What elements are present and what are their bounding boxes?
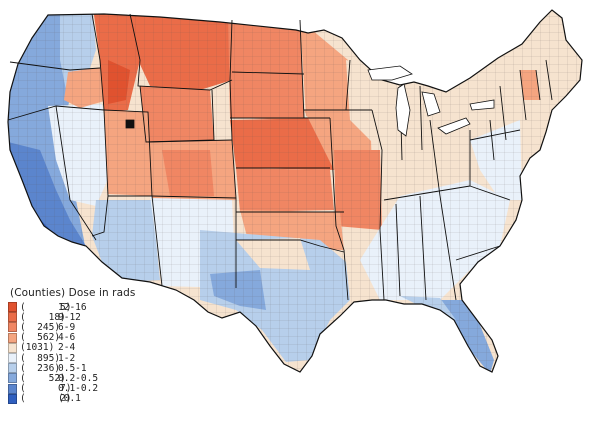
- legend-swatch: [8, 312, 17, 323]
- legend-item: ( 245) 6-9: [8, 321, 178, 333]
- legend-item: ( 18) 9-12: [8, 311, 178, 323]
- legend-swatch: [8, 363, 17, 374]
- great-salt-lake: [125, 119, 135, 129]
- legend-swatch: [8, 332, 17, 343]
- legend-count: (1031): [20, 342, 55, 354]
- legend-item: ( 562) 4-6: [8, 332, 178, 344]
- legend-count: ( 245): [20, 321, 61, 333]
- legend-swatch: [8, 373, 17, 384]
- legend-range: 9-12: [58, 311, 81, 323]
- legend-count: ( 562): [20, 332, 61, 344]
- lake-michigan: [395, 83, 411, 137]
- lake-ontario: [469, 99, 495, 111]
- legend-range: 6-9: [58, 321, 76, 333]
- lake-erie: [437, 117, 471, 135]
- legend-range: 12-16: [58, 301, 87, 313]
- state-borders: [7, 9, 583, 373]
- legend-swatch: [8, 353, 17, 364]
- lake-superior: [367, 65, 413, 81]
- legend-swatch: [8, 393, 17, 404]
- legend-item: ( 52) 0.2-0.5: [8, 372, 178, 384]
- legend-range: (0.1: [58, 393, 81, 405]
- legend-title: (Counties) Dose in rads: [10, 287, 136, 299]
- legend-range: 0.5-1: [58, 362, 87, 374]
- great-lakes: [125, 65, 495, 137]
- legend-item: ( 236) 0.5-1: [8, 362, 178, 374]
- legend-item: ( 895) 1-2: [8, 352, 178, 364]
- legend-item: ( 7) 0.1-0.2: [8, 383, 178, 395]
- legend-swatch: [8, 383, 17, 394]
- legend-swatch: [8, 302, 17, 313]
- legend-count: ( 236): [20, 362, 61, 374]
- legend-count: ( 52): [20, 372, 66, 384]
- legend-range: 0.1-0.2: [58, 383, 99, 395]
- legend-range: 4-6: [58, 332, 76, 344]
- legend-range: 0.2-0.5: [58, 372, 99, 384]
- legend-swatch: [8, 342, 17, 353]
- legend-range: 1-2: [58, 352, 76, 364]
- legend-count: ( 895): [20, 352, 61, 364]
- legend-count: ( 2): [20, 393, 72, 405]
- legend: (Counties) Dose in rads ( 5) 12-16( 18) 9-…: [8, 287, 178, 404]
- legend-item: ( 2) (0.1: [8, 393, 178, 405]
- legend-item: ( 5) 12-16: [8, 301, 178, 313]
- lake-huron: [421, 91, 441, 117]
- legend-range: 2-4: [58, 342, 76, 354]
- legend-item: (1031) 2-4: [8, 342, 178, 354]
- legend-count: ( 18): [20, 311, 66, 323]
- legend-rows: ( 5) 12-16( 18) 9-12( 245) 6-9( 562) 4-6 (103…: [8, 302, 178, 404]
- legend-swatch: [8, 322, 17, 333]
